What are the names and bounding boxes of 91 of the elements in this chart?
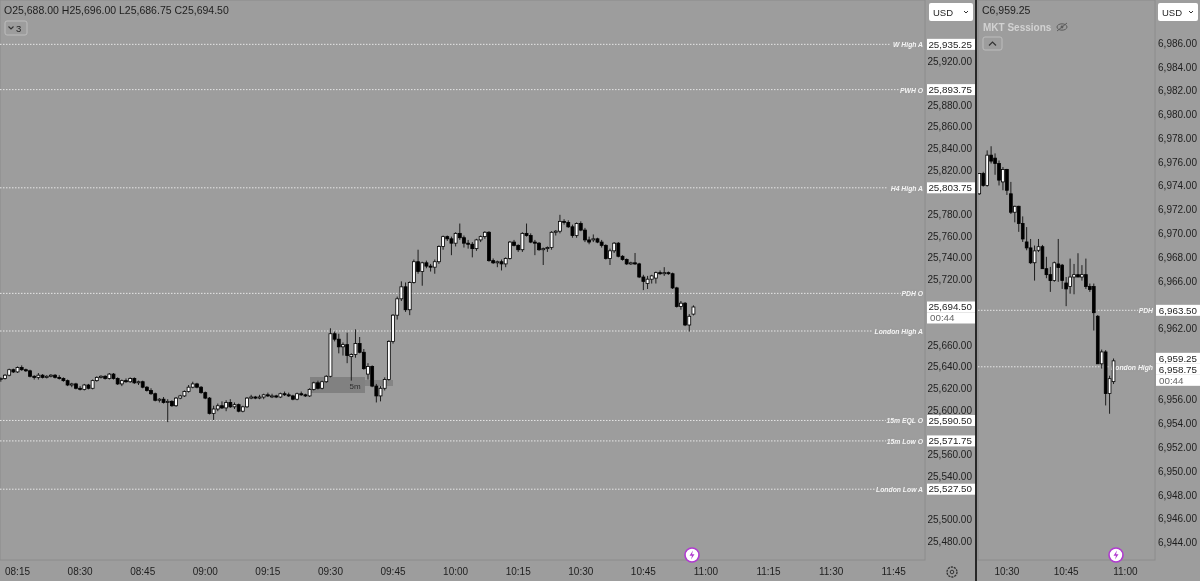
candlestick	[1084, 258, 1088, 290]
x-tick-label: 09:30	[317, 566, 344, 577]
text: 00:44	[1159, 374, 1185, 386]
candlestick	[124, 377, 128, 384]
y-tick-label: 6,952.00	[1158, 442, 1198, 454]
x-tick-label: 08:30	[67, 566, 94, 577]
y-tick-label: 6,974.00	[1158, 180, 1198, 192]
candlestick	[533, 239, 537, 256]
x-tick-label: 10:30	[994, 566, 1020, 577]
x-tick-label: 10:45	[630, 566, 657, 577]
y-tick-label: 6,986.00	[1158, 37, 1198, 49]
y-tick-label: 6,944.00	[1158, 537, 1198, 549]
y-tick-label: 6,948.00	[1158, 489, 1198, 501]
y-tick-label: 6,958.75	[1158, 363, 1198, 375]
candlestick	[78, 385, 82, 391]
x-tick-label: 09:15	[255, 566, 281, 577]
y-tick-label: 25,571.75	[928, 435, 973, 447]
candlestick	[658, 269, 662, 276]
y-tick-label: 25,893.75	[928, 83, 973, 95]
y-tick-label: 25,620.00	[927, 383, 973, 395]
y-tick-label: 25,720.00	[927, 274, 973, 286]
candlestick	[683, 301, 687, 327]
y-tick-label: 25,803.75	[928, 182, 973, 194]
y-axis-title: USD	[1162, 6, 1183, 18]
y-tick-label: 25,500.00	[927, 514, 973, 526]
y-tick-label: 6,954.00	[1158, 418, 1198, 430]
candlestick	[345, 332, 350, 364]
y-tick-label: 6,978.00	[1158, 132, 1198, 144]
y-tick-label: 25,935.25	[928, 38, 973, 50]
y-tick-label: 25,660.00	[927, 339, 973, 351]
candlestick	[549, 230, 554, 251]
x-tick-label: 10:45	[1053, 566, 1080, 577]
x-tick-label: 11:00	[693, 566, 719, 577]
x-tick-label: 08:45	[130, 566, 156, 577]
x-tick-label: 09:45	[380, 566, 406, 577]
y-tick-label: 6,962.00	[1158, 323, 1198, 335]
y-tick-label: 6,968.00	[1158, 251, 1198, 263]
y-tick-label: 25,820.00	[927, 165, 973, 177]
x-tick-label: 10:15	[505, 566, 532, 577]
x-tick-label: 08:15	[5, 566, 31, 577]
y-tick-label: 6,982.00	[1158, 85, 1198, 97]
y-tick-label: 6,980.00	[1158, 109, 1198, 121]
y-axis-title: USD	[933, 6, 954, 18]
annotation: 5m	[349, 382, 361, 391]
y-tick-label: 6,959.25	[1158, 352, 1198, 364]
x-tick-label: 10:00	[443, 566, 469, 577]
candlestick	[341, 341, 345, 357]
x-tick-label: 09:00	[192, 566, 219, 577]
candlestick	[220, 400, 224, 410]
y-tick-label: 6,966.00	[1158, 275, 1198, 287]
y-tick-label: 25,840.00	[927, 143, 973, 155]
y-tick-label: 25,740.00	[927, 252, 973, 264]
chart-title: C6,959.25	[982, 4, 1031, 16]
x-tick-label: 10:30	[568, 566, 594, 577]
y-tick-label: 25,590.50	[928, 414, 973, 426]
y-tick-label: 25,920.00	[927, 55, 973, 67]
y-tick-label: 25,540.00	[927, 470, 973, 482]
y-tick-label: 6,950.00	[1158, 465, 1198, 477]
y-tick-label: 25,880.00	[927, 99, 973, 111]
y-tick-label: 25,780.00	[927, 208, 973, 220]
y-tick-label: 6,970.00	[1158, 228, 1198, 240]
candlestick	[1076, 252, 1080, 278]
y-tick-label: 6,956.00	[1158, 394, 1198, 406]
y-tick-label: 6,972.00	[1158, 204, 1198, 216]
chart-title: O25,688.00 H25,696.00 L25,686.75 C25,694.50	[4, 4, 229, 16]
y-tick-label: 6,976.00	[1158, 156, 1198, 168]
candlestick	[508, 240, 512, 261]
candlestick	[449, 236, 454, 256]
candlestick	[403, 281, 408, 313]
x-tick-label: 11:00	[1113, 566, 1138, 577]
y-tick-label: 25,694.50	[928, 301, 973, 313]
candlestick	[1072, 263, 1076, 295]
annotation: 3	[16, 23, 22, 34]
y-tick-label: 25,760.00	[927, 230, 973, 242]
x-tick-label: 11:45	[881, 566, 907, 577]
candlestick	[520, 231, 525, 253]
y-tick-label: 6,984.00	[1158, 61, 1198, 73]
candlestick	[1056, 238, 1061, 283]
candlestick	[558, 214, 562, 234]
x-tick-label: 11:15	[756, 566, 782, 577]
y-tick-label: 25,480.00	[927, 536, 973, 548]
y-tick-label: 25,860.00	[927, 121, 973, 133]
y-tick-label: 6,946.00	[1158, 513, 1198, 525]
candlestick	[466, 239, 470, 250]
text: 00:44	[930, 312, 956, 324]
y-tick-label: 25,560.00	[927, 448, 973, 460]
y-tick-label: 25,600.00	[927, 405, 973, 417]
x-tick-label: 11:30	[818, 566, 844, 577]
y-tick-label: 25,640.00	[927, 361, 973, 373]
y-tick-label: 6,963.50	[1158, 304, 1198, 316]
y-tick-label: 25,527.50	[928, 483, 973, 495]
